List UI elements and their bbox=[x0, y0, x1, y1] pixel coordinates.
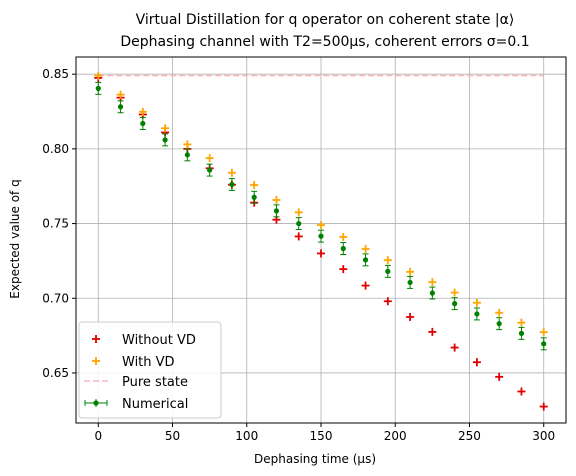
without-vd-point bbox=[428, 327, 437, 336]
x-axis-label: Dephasing time (μs) bbox=[254, 452, 376, 466]
without-vd-point bbox=[472, 358, 481, 367]
legend-label: With VD bbox=[122, 355, 175, 370]
with-vd-point bbox=[161, 124, 170, 133]
without-vd-point bbox=[406, 312, 415, 321]
numerical-point bbox=[295, 217, 302, 231]
without-vd-point bbox=[539, 402, 548, 411]
with-vd-point bbox=[227, 168, 236, 177]
numerical-point bbox=[251, 190, 258, 204]
with-vd-point bbox=[428, 278, 437, 287]
y-tick-label: 0.80 bbox=[42, 142, 69, 156]
with-vd-point bbox=[361, 244, 370, 253]
with-vd-point bbox=[138, 107, 147, 116]
legend-box bbox=[78, 321, 222, 419]
numerical-point bbox=[407, 275, 414, 289]
with-vd-point bbox=[94, 71, 103, 80]
x-tick-label: 150 bbox=[310, 429, 333, 443]
y-tick-label: 0.85 bbox=[42, 67, 69, 81]
legend-marker bbox=[92, 357, 100, 365]
numerical-point bbox=[340, 242, 347, 255]
without-vd-point bbox=[339, 265, 348, 274]
numerical-point bbox=[228, 177, 235, 191]
without-vd-point bbox=[294, 232, 303, 241]
legend-label: Numerical bbox=[122, 397, 188, 412]
without-vd-point bbox=[450, 343, 459, 352]
x-tick-label: 300 bbox=[532, 429, 555, 443]
with-vd-point bbox=[472, 298, 481, 307]
numerical-point bbox=[318, 229, 324, 243]
with-vd-point bbox=[450, 288, 459, 297]
with-vd-point bbox=[317, 221, 325, 230]
without-vd-point bbox=[495, 372, 504, 381]
y-axis-label: Expected value of q bbox=[8, 179, 22, 298]
numerical-point bbox=[518, 326, 525, 340]
without-vd-point bbox=[361, 281, 370, 290]
without-vd-point bbox=[317, 249, 325, 258]
with-vd-point bbox=[517, 318, 526, 327]
numerical-point bbox=[162, 133, 169, 147]
x-tick-label: 100 bbox=[235, 429, 258, 443]
with-vd-point bbox=[383, 256, 392, 265]
with-vd-point bbox=[205, 154, 214, 163]
y-tick-label: 0.75 bbox=[42, 217, 69, 231]
x-tick-label: 0 bbox=[94, 429, 102, 443]
with-vd-point bbox=[339, 233, 348, 242]
grid bbox=[76, 57, 566, 423]
x-tick-label: 200 bbox=[384, 429, 407, 443]
numerical-point bbox=[139, 117, 146, 130]
numerical-point bbox=[540, 337, 547, 351]
numerical-point bbox=[95, 81, 102, 95]
x-axis-ticks: 0 50 100 150 200 250 300 bbox=[94, 423, 555, 443]
chart-subtitle: Dephasing channel with T2=500μs, coheren… bbox=[120, 34, 529, 50]
x-tick-label: 250 bbox=[458, 429, 481, 443]
numerical-point bbox=[206, 163, 213, 177]
y-axis-ticks: 0.65 0.70 0.75 0.80 0.85 bbox=[42, 67, 76, 380]
with-vd-point bbox=[250, 181, 259, 190]
numerical-point bbox=[473, 307, 480, 321]
legend-label: Pure state bbox=[122, 375, 188, 390]
with-vd-point bbox=[116, 90, 125, 99]
numerical-point bbox=[117, 100, 124, 114]
with-vd-point bbox=[183, 140, 192, 149]
numerical-point bbox=[184, 148, 191, 162]
with-vd-point bbox=[294, 208, 303, 217]
numerical-point bbox=[273, 204, 280, 218]
legend-marker bbox=[84, 399, 108, 407]
numerical-point bbox=[496, 317, 503, 331]
with-vd-point bbox=[495, 308, 504, 317]
numerical-point bbox=[429, 286, 436, 300]
without-vd-point bbox=[383, 297, 392, 306]
with-vd-point bbox=[272, 195, 281, 204]
x-tick-label: 50 bbox=[165, 429, 180, 443]
y-tick-label: 0.65 bbox=[42, 366, 69, 380]
y-tick-label: 0.70 bbox=[42, 291, 69, 305]
legend: Without VD With VD Pure state Numerical bbox=[78, 321, 222, 419]
data-marks bbox=[94, 71, 548, 411]
with-vd-point bbox=[406, 267, 415, 276]
legend-marker bbox=[92, 335, 100, 343]
without-vd-point bbox=[517, 387, 526, 396]
chart-title: Virtual Distillation for q operator on c… bbox=[136, 12, 515, 28]
numerical-point bbox=[451, 297, 458, 311]
numerical-point bbox=[362, 253, 369, 267]
numerical-point bbox=[384, 264, 391, 278]
with-vd-point bbox=[539, 328, 548, 337]
legend-label: Without VD bbox=[122, 333, 196, 348]
